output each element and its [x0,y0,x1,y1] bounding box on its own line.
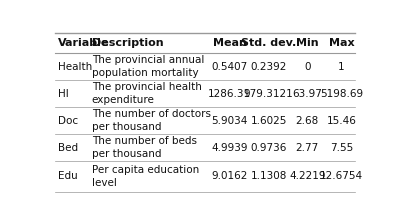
Text: Health: Health [58,62,92,72]
Text: 0.9736: 0.9736 [250,143,287,153]
Text: The provincial health
expenditure: The provincial health expenditure [92,82,202,105]
Text: Variable: Variable [58,38,109,48]
Text: 63.97: 63.97 [292,89,322,99]
Text: The provincial annual
population mortality: The provincial annual population mortali… [92,55,204,78]
Text: 2.68: 2.68 [296,116,319,126]
Text: 7.55: 7.55 [330,143,353,153]
Text: 1: 1 [338,62,345,72]
Text: Max: Max [328,38,354,48]
Text: 0.5407: 0.5407 [212,62,248,72]
Text: 12.6754: 12.6754 [320,171,363,181]
Text: The number of doctors
per thousand: The number of doctors per thousand [92,109,211,132]
Text: Doc: Doc [58,116,78,126]
Text: Mean: Mean [213,38,247,48]
Text: 5198.69: 5198.69 [320,89,363,99]
Text: 4.2219: 4.2219 [289,171,326,181]
Text: Description: Description [92,38,164,48]
Text: 2.77: 2.77 [296,143,319,153]
Text: 1.1308: 1.1308 [250,171,287,181]
Text: Min: Min [296,38,319,48]
Text: 1.6025: 1.6025 [250,116,287,126]
Text: 9.0162: 9.0162 [212,171,248,181]
Text: Per capita education
level: Per capita education level [92,165,199,188]
Text: HI: HI [58,89,68,99]
Text: Std. dev.: Std. dev. [241,38,296,48]
Text: 15.46: 15.46 [326,116,356,126]
Text: Bed: Bed [58,143,78,153]
Text: 0.2392: 0.2392 [250,62,287,72]
Text: 979.3121: 979.3121 [244,89,294,99]
Text: 1286.31: 1286.31 [208,89,251,99]
Text: 5.9034: 5.9034 [212,116,248,126]
Text: Edu: Edu [58,171,78,181]
Text: 0: 0 [304,62,310,72]
Text: The number of beds
per thousand: The number of beds per thousand [92,136,197,159]
Text: 4.9939: 4.9939 [212,143,248,153]
